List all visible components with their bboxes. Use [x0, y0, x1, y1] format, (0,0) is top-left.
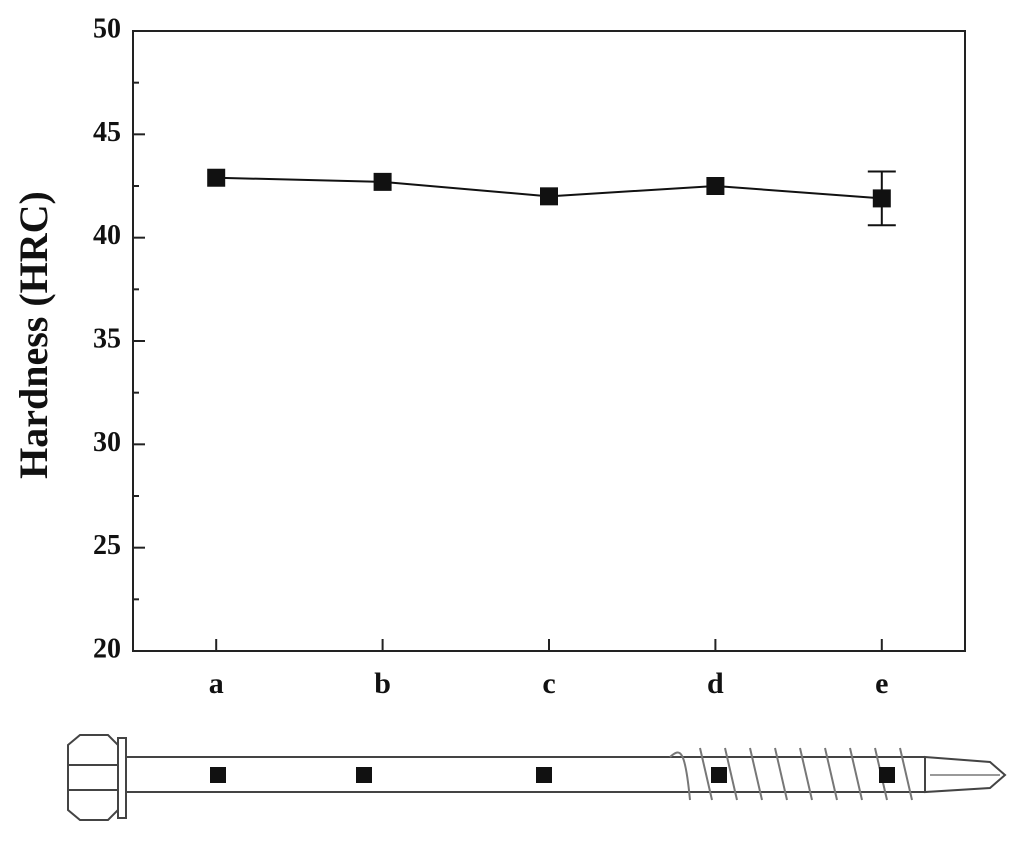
y-tick-label: 45: [93, 117, 121, 148]
y-tick-label: 35: [93, 323, 121, 354]
plot-frame: [132, 30, 966, 652]
y-tick-label: 20: [93, 633, 121, 664]
data-point: [872, 189, 891, 208]
data-point: [373, 172, 392, 191]
x-tick-label: b: [374, 667, 391, 700]
y-tick-label: 40: [93, 220, 121, 251]
x-tick-label: d: [707, 667, 724, 700]
data-point: [540, 187, 558, 206]
y-axis-label: Hardness (HRC): [11, 191, 56, 479]
y-tick-label: 30: [93, 427, 121, 458]
measurement-points: [210, 767, 895, 783]
data-point: [706, 177, 725, 195]
y-tick-label: 25: [93, 530, 121, 561]
data-point: [207, 168, 226, 187]
y-tick-label: 50: [93, 13, 121, 44]
x-tick-label: a: [209, 667, 224, 700]
screw-illustration: [67, 734, 1007, 821]
x-tick-label: e: [875, 667, 888, 700]
x-tick-label: c: [542, 667, 555, 700]
